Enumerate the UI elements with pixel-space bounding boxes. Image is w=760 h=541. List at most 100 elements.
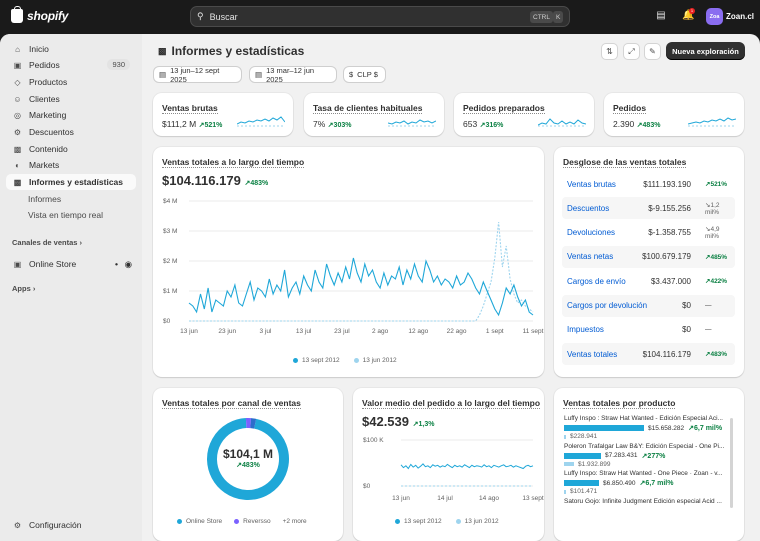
card-title[interactable]: Ventas totales por canal de ventas	[162, 398, 301, 409]
channels-section-label[interactable]: Canales de ventas ›	[12, 238, 82, 247]
y-tick-label: $0	[363, 483, 371, 490]
breakdown-row[interactable]: Impuestos $0 —	[562, 319, 735, 341]
sales-breakdown-card: Desglose de las ventas totales Ventas br…	[554, 147, 744, 377]
sidebar-item-productos[interactable]: ◇ Productos	[6, 74, 136, 90]
breakdown-row[interactable]: Cargos de envío $3.437.000 ↗422%	[562, 270, 735, 292]
sidebar-item-clientes[interactable]: ☺ Clientes	[6, 91, 136, 107]
search-bar[interactable]: ⚲ Buscar CTRL K	[190, 6, 570, 27]
expand-icon: ⤢	[628, 47, 635, 56]
eye-icon[interactable]: ◉	[124, 258, 132, 269]
kpi-value: 2.390 ↗483%	[613, 119, 660, 129]
breakdown-label[interactable]: Cargos por devolución	[567, 301, 648, 310]
avatar[interactable]: Zoa	[706, 8, 723, 25]
aov-value: $42.539 ↗1,3%	[362, 414, 434, 429]
compare-range-picker[interactable]: ▤ 13 mar–12 jun 2025	[249, 66, 337, 84]
sidebar-item-marketing[interactable]: ◎ Marketing	[6, 107, 136, 123]
channel-donut-chart[interactable]	[206, 417, 290, 501]
sales-change: ↗483%	[244, 180, 269, 187]
x-tick-label: 14 ago	[479, 495, 499, 502]
product-row[interactable]: Luffy Inspo: Straw Hat Wanted - One Piec…	[564, 470, 730, 495]
sidebar-item-label: Descuentos	[29, 127, 74, 137]
card-title[interactable]: Ventas totales a lo largo del tiempo	[162, 157, 305, 168]
aov-line-chart[interactable]: $0 $100 K 13 jun 14 jul 14 ago 13 sept	[353, 432, 544, 510]
legend-current: 13 sept 2012	[302, 357, 340, 364]
store-name[interactable]: Zoan.cl	[726, 12, 755, 21]
product-prev-bar	[564, 434, 566, 439]
breakdown-label[interactable]: Ventas totales	[567, 349, 618, 359]
sales-total: $104.116.179 ↗483%	[162, 173, 268, 188]
sidebar-subitem-informes[interactable]: Informes	[6, 191, 136, 207]
scrollbar[interactable]	[730, 418, 733, 508]
breakdown-label[interactable]: Ventas brutas	[567, 179, 616, 189]
product-row[interactable]: Luffy Inspo : Straw Hat Wanted - Edición…	[564, 415, 730, 440]
breakdown-label[interactable]: Impuestos	[567, 325, 604, 335]
kpi-value-text: 7%	[313, 119, 326, 129]
sidebar-item-configuracion[interactable]: ⚙ Configuración	[6, 517, 136, 533]
breakdown-label[interactable]: Descuentos	[567, 203, 610, 213]
dots-icon[interactable]: •	[115, 259, 118, 269]
donut-slice--2-more[interactable]	[250, 418, 257, 429]
kpi-value-text: 653	[463, 119, 478, 129]
expand-button[interactable]: ⤢	[623, 43, 640, 60]
product-row[interactable]: Satoru Gojo: Infinite Judgment Edición e…	[564, 498, 730, 505]
kpi-title: Ventas brutas	[162, 103, 218, 114]
date-range-picker[interactable]: ▤ 13 jun–12 sept 2025	[153, 66, 242, 84]
sidebar-item-informes[interactable]: ▩ Informes y estadísticas	[6, 174, 136, 190]
breakdown-row[interactable]: Descuentos $-9.155.256 ↘1,2 mil%	[562, 197, 735, 220]
apps-section-label[interactable]: Apps ›	[12, 284, 35, 293]
kpi-card-clientes-habituales[interactable]: Tasa de clientes habituales 7% ↗303%	[304, 93, 444, 136]
breakdown-row[interactable]: Devoluciones $-1.358.755 ↘4,9 mil%	[562, 222, 735, 244]
donut-slice-online-store[interactable]	[207, 418, 289, 500]
breakdown-row[interactable]: Cargos por devolución $0 —	[562, 294, 735, 317]
sidebar-item-online-store[interactable]: ▣ Online Store • ◉	[6, 256, 136, 272]
globe-icon: ◐	[15, 160, 20, 170]
sidebar-item-label: Productos	[29, 77, 68, 87]
legend-swatch-current	[395, 519, 400, 524]
breakdown-label[interactable]: Devoluciones	[567, 228, 616, 238]
kpi-card-pedidos[interactable]: Pedidos 2.390 ↗483%	[604, 93, 744, 136]
page-title: ▩ Informes y estadísticas	[158, 44, 304, 58]
breakdown-label[interactable]: Cargos de envío	[567, 276, 626, 286]
legend-swatch-reversso	[234, 519, 240, 524]
kpi-card-pedidos-preparados[interactable]: Pedidos preparados 653 ↗316%	[454, 93, 594, 136]
card-title[interactable]: Valor medio del pedido a lo largo del ti…	[362, 398, 541, 409]
currency-selector[interactable]: $ CLP $	[343, 66, 386, 83]
sidebar-item-markets[interactable]: ◐ Markets	[6, 157, 136, 173]
sales-line-chart[interactable]: $0 $1 M $2 M $3 M $4 M 13 jun 23 jun 3 jul 13 ju…	[153, 191, 544, 351]
product-prev-bar	[564, 489, 566, 494]
bell-icon[interactable]: 🔔	[682, 10, 695, 21]
sidebar-item-pedidos[interactable]: ▣ Pedidos 930	[6, 57, 136, 73]
sidebar-item-descuentos[interactable]: ⚙ Descuentos	[6, 124, 136, 140]
sidebar-subitem-tiempo-real[interactable]: Vista en tiempo real	[6, 207, 136, 223]
product-value: $6.850.490	[603, 479, 636, 487]
x-tick-label: 1 sept	[486, 328, 504, 335]
kpi-change-text: 303%	[333, 122, 352, 129]
product-row[interactable]: Poleron Trafalgar Law B&Y: Edición Espec…	[564, 443, 730, 468]
series-line-13-sept-2012	[188, 257, 534, 317]
series-line-13-jun-2012	[189, 221, 534, 322]
edit-button[interactable]: ✎	[644, 43, 661, 60]
sidebar-item-inicio[interactable]: ⌂ Inicio	[6, 41, 136, 57]
breakdown-label[interactable]: Ventas netas	[567, 252, 614, 262]
new-exploration-button[interactable]: Nueva exploración	[666, 42, 745, 60]
legend-swatch-online-store	[177, 519, 182, 524]
card-title[interactable]: Ventas totales por producto	[563, 398, 676, 409]
main-content: ▩ Informes y estadísticas ⇅ ⤢ ✎ Nueva exp…	[142, 34, 760, 541]
kpi-card-ventas-brutas[interactable]: Ventas brutas $111,2 M ↗521%	[153, 93, 293, 136]
x-tick-label: 14 jul	[437, 495, 453, 502]
breakdown-row[interactable]: Ventas totales $104.116.179 ↗483%	[562, 343, 735, 366]
refresh-button[interactable]: ⇅	[601, 43, 618, 60]
breakdown-change: —	[705, 302, 712, 309]
inbox-icon[interactable]: ▤	[656, 10, 666, 21]
breakdown-change-text: 1,2 mil%	[705, 201, 720, 216]
shopify-logo[interactable]: shopify	[11, 6, 68, 23]
sidebar-item-contenido[interactable]: ▩ Contenido	[6, 141, 136, 157]
legend-previous: 13 jun 2012	[362, 357, 397, 364]
legend-more[interactable]: +2 more	[282, 518, 307, 525]
card-title[interactable]: Desglose de las ventas totales	[563, 157, 687, 168]
breakdown-row[interactable]: Ventas brutas $111.193.190 ↗521%	[562, 173, 735, 195]
breakdown-value: $0	[682, 325, 691, 335]
breakdown-row[interactable]: Ventas netas $100.679.179 ↗485%	[562, 245, 735, 268]
sales-by-channel-card: Ventas totales por canal de ventas $104,…	[153, 388, 343, 541]
x-tick-label: 11 sept	[523, 328, 544, 335]
